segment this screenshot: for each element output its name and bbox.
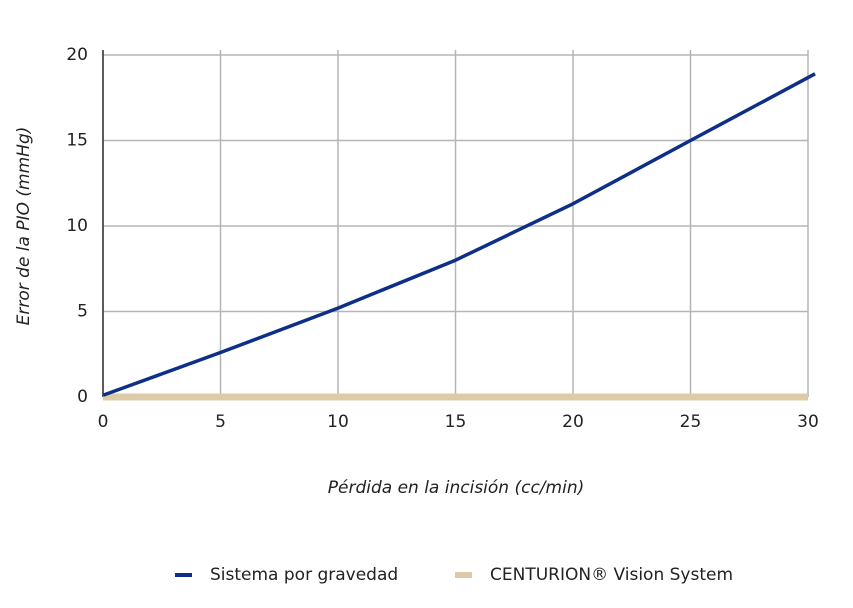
x-tick-label: 25	[680, 412, 702, 432]
x-tick-label: 30	[797, 412, 819, 432]
x-tick-label: 20	[562, 412, 584, 432]
y-tick-label: 15	[66, 131, 88, 151]
x-tick-label: 10	[327, 412, 349, 432]
line	[102, 72, 816, 397]
y-tick-label: 10	[66, 216, 88, 236]
x-tick-label: 15	[445, 412, 467, 432]
legend-label: Sistema por gravedad	[210, 565, 398, 585]
y-axis-title: Error de la PIO (mmHg)	[14, 127, 34, 326]
x-tick-label: 5	[215, 412, 226, 432]
y-tick-label: 0	[77, 387, 88, 407]
y-tick-label: 5	[77, 302, 88, 322]
x-axis-title: Pérdida en la incisión (cc/min)	[328, 478, 584, 498]
x-tick-label: 0	[98, 412, 109, 432]
legend-label: CENTURION® Vision System	[490, 565, 733, 585]
y-tick-label: 20	[66, 45, 88, 65]
